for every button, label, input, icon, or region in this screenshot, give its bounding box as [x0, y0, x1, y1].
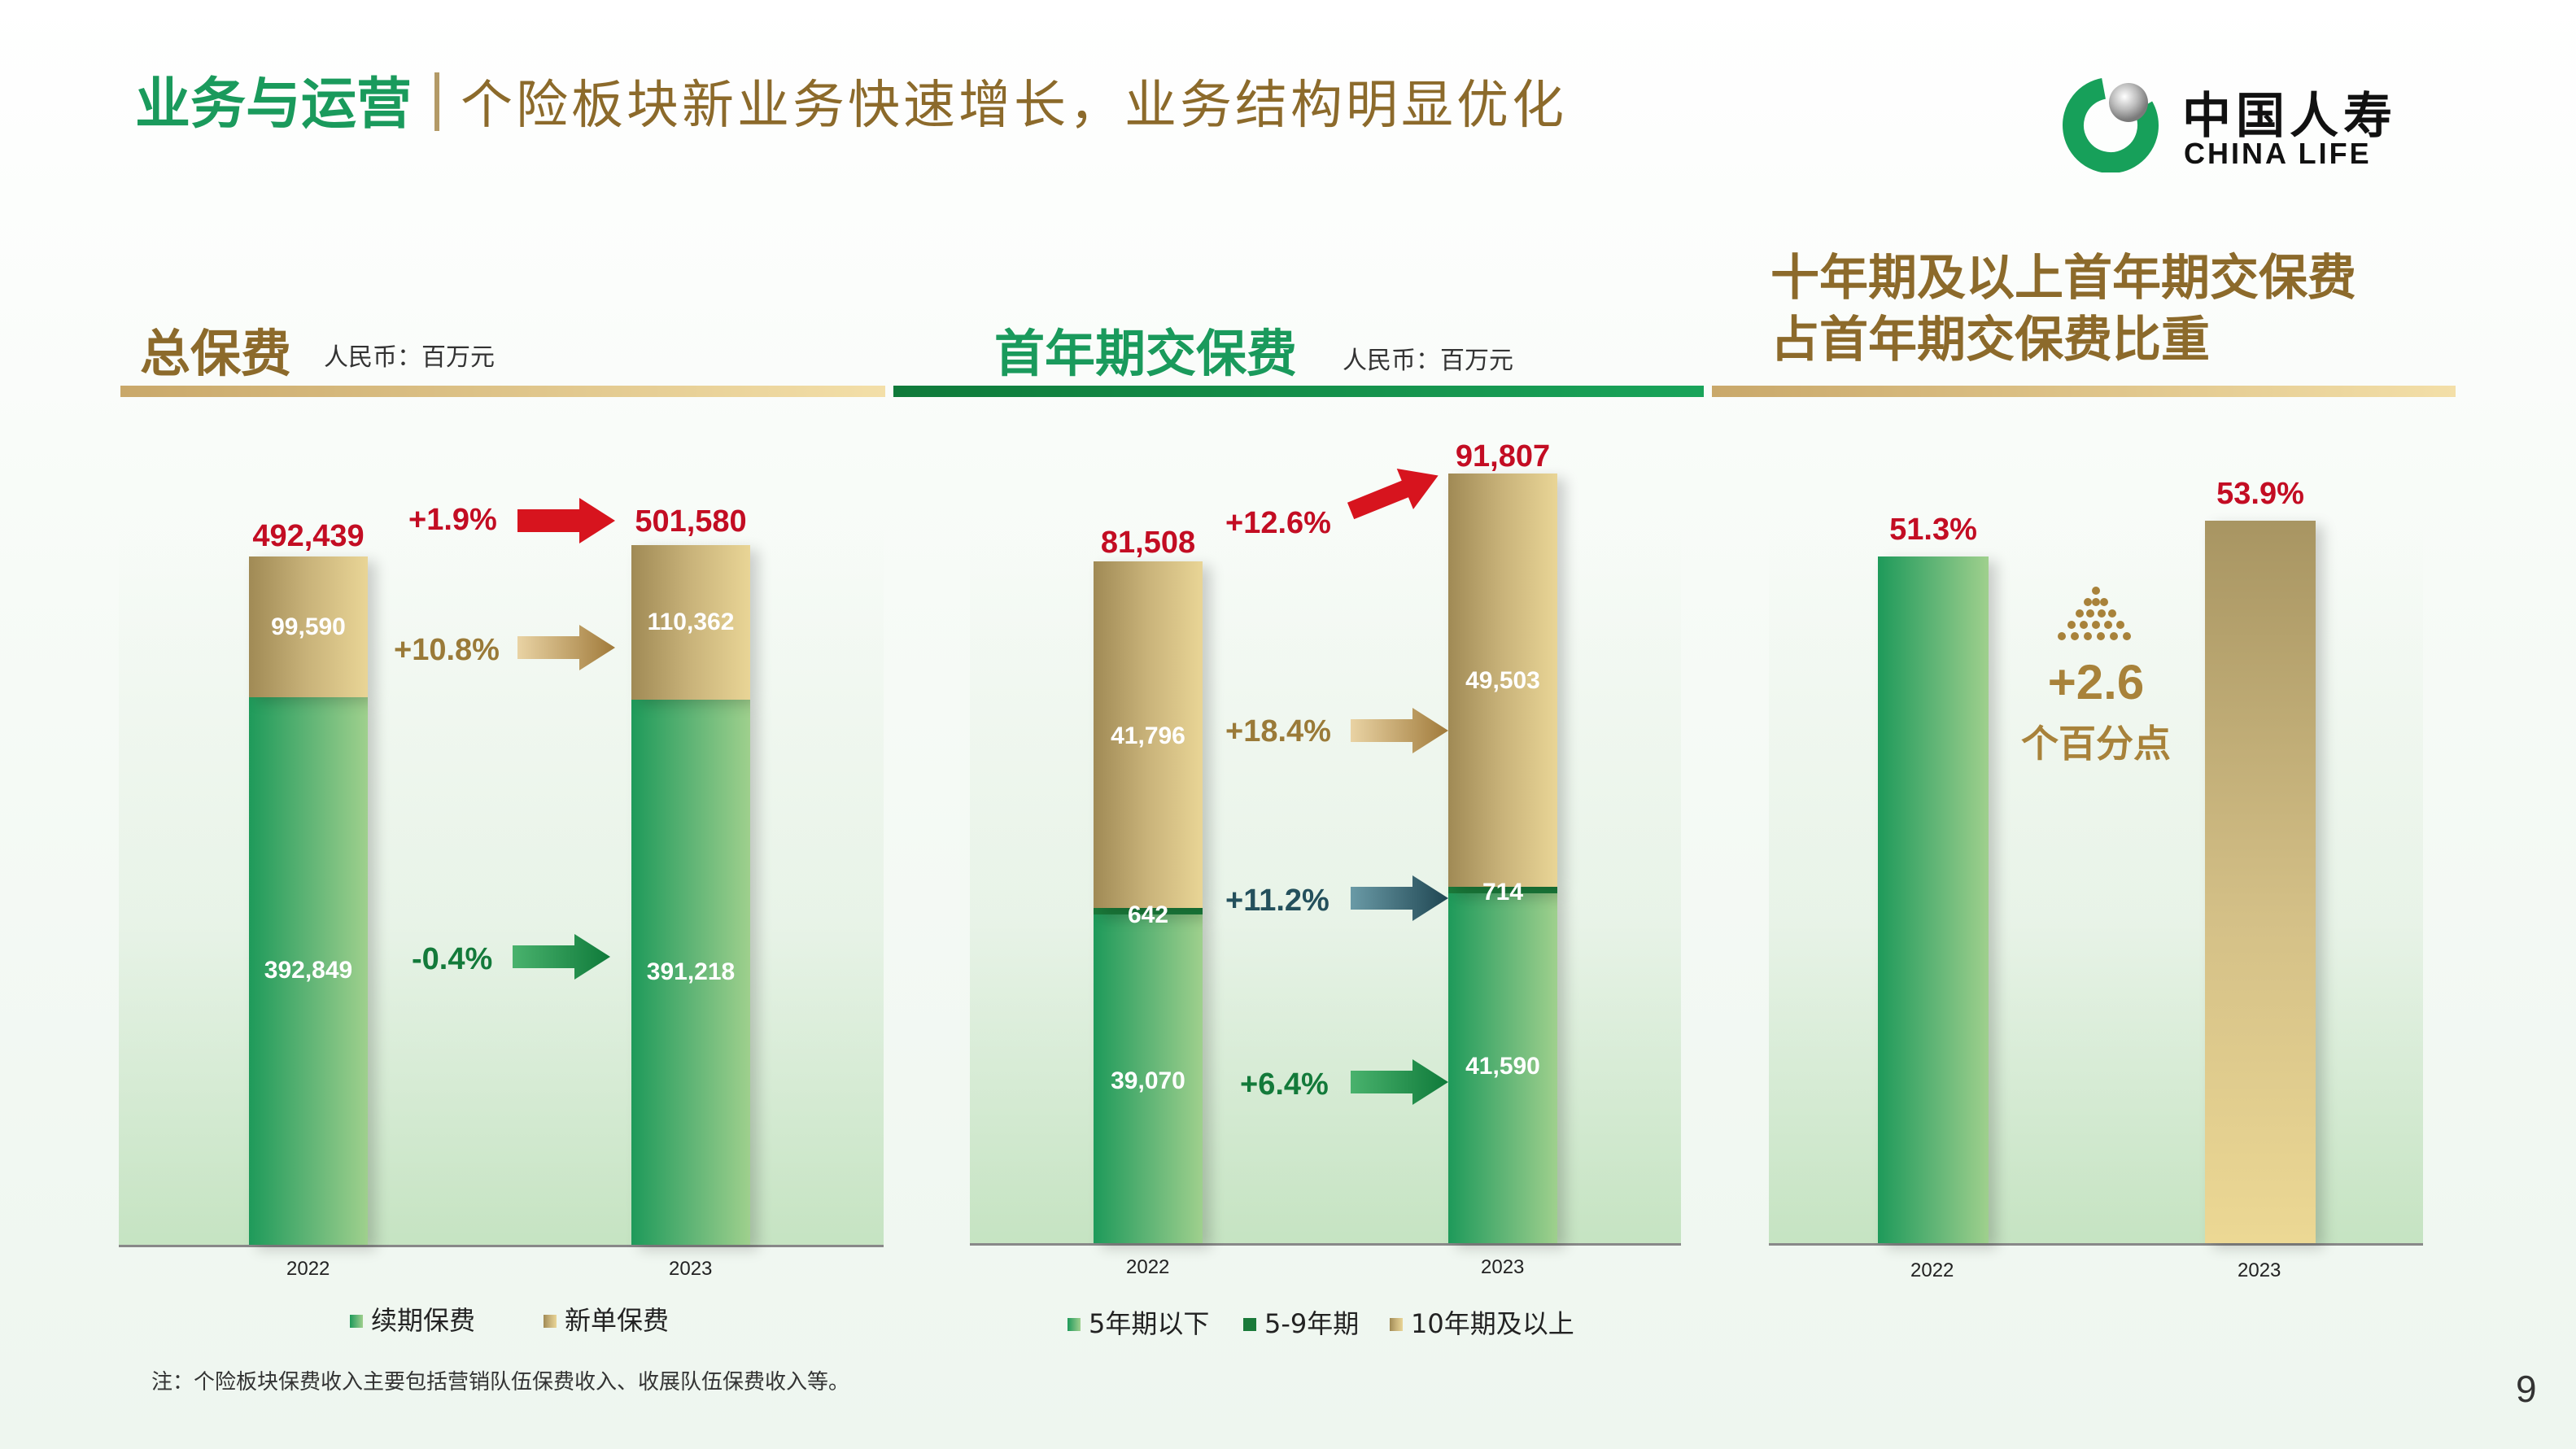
label-2023-under-5yr: 41,590: [1465, 1053, 1540, 1080]
x-tick-2023: 2023: [2238, 1259, 2281, 1281]
bar-2022-under-5yr: [1094, 914, 1203, 1243]
first-year-regular-rule: [893, 386, 1704, 397]
change-renewal: -0.4%: [412, 942, 493, 976]
bar-2022-5-9yr: [1094, 908, 1203, 914]
share-2023: 53.9%: [2216, 477, 2304, 511]
label-2022-10yr-plus: 41,796: [1111, 722, 1185, 749]
dot-pyramid-icon: [2058, 587, 2131, 640]
bar-2022-renewal: [249, 697, 368, 1245]
arrow-right-icon: [1351, 708, 1448, 753]
total-2022: 81,508: [1100, 526, 1196, 560]
bar-2023-renewal: [631, 700, 750, 1245]
legend-swatch: [1068, 1318, 1081, 1331]
bar-2022-new-business: [249, 556, 368, 697]
total-2022: 492,439: [252, 519, 365, 553]
x-tick-2022: 2022: [1910, 1259, 1954, 1281]
total-premium-x-axis: [119, 1245, 884, 1247]
label-2023-10yr-plus: 49,503: [1465, 667, 1540, 694]
legend-5-9yr: 5-9年期: [1243, 1303, 1359, 1341]
label-2023-new-business: 110,362: [647, 609, 735, 635]
bar-2023-new-business: [631, 545, 750, 700]
china-life-logo: 中国人寿 CHINA LIFE: [2062, 72, 2420, 177]
x-tick-2022: 2022: [1126, 1256, 1170, 1278]
legend-renewal: 续期保费: [350, 1300, 475, 1338]
first-year-regular-title: 首年期交保费: [994, 324, 1298, 383]
page-title: 个险板块新业务快速增长，业务结构明显优化: [461, 76, 1568, 136]
change-new-business: +10.8%: [394, 633, 500, 667]
label-2022-under-5yr: 39,070: [1111, 1067, 1185, 1094]
bar-2023-5-9yr: [1448, 887, 1557, 893]
page-number: 9: [2516, 1368, 2537, 1410]
ten-year-share-rule: [1712, 386, 2456, 397]
logo-cn-text: 中国人寿: [2182, 88, 2397, 145]
arrow-up-right-icon: [1347, 468, 1439, 520]
footnote: 注：个险板块保费收入主要包括营销队伍保费收入、收展队伍保费收入等。: [151, 1370, 850, 1394]
x-tick-2023: 2023: [1481, 1256, 1525, 1278]
total-2023: 91,807: [1455, 439, 1551, 474]
legend-new-business: 新单保费: [544, 1300, 669, 1338]
legend-10yr-plus: 10年期及以上: [1390, 1303, 1574, 1341]
first-year-regular-unit: 人民币：百万元: [1343, 347, 1513, 375]
bar-2022-share: [1878, 556, 1989, 1243]
legend-swatch: [1243, 1318, 1256, 1331]
change-total: +12.6%: [1225, 506, 1331, 540]
legend-label: 10年期及以上: [1411, 1308, 1574, 1339]
x-tick-2023: 2023: [669, 1258, 713, 1280]
total-premium-plot-area: [119, 529, 884, 1245]
arrow-right-icon: [1351, 1059, 1448, 1105]
legend-under-5yr: 5年期以下: [1068, 1303, 1209, 1341]
logo-en-text: CHINA LIFE: [2184, 137, 2372, 170]
change-total: +1.9%: [408, 503, 497, 537]
legend-label: 新单保费: [565, 1305, 670, 1336]
first-year-regular-plot-area: [970, 529, 1681, 1243]
label-2022-new-business: 99,590: [271, 613, 346, 640]
ten-year-share-title-line1: 十年期及以上首年期交保费: [1770, 250, 2356, 307]
label-2023-renewal: 391,218: [646, 958, 736, 985]
legend-label: 5年期以下: [1089, 1308, 1210, 1339]
label-2022-renewal: 392,849: [264, 957, 353, 984]
arrow-right-icon: [517, 498, 615, 543]
total-premium-unit: 人民币：百万元: [324, 343, 495, 372]
total-premium-title: 总保费: [140, 324, 292, 383]
legend-swatch: [1390, 1318, 1403, 1331]
bar-2023-share: [2205, 521, 2316, 1243]
first-year-regular-x-axis: [970, 1243, 1681, 1246]
legend-swatch: [544, 1315, 557, 1328]
label-2023-5-9yr: 714: [1482, 879, 1524, 906]
total-premium-rule: [120, 386, 885, 397]
bar-2023-under-5yr: [1448, 893, 1557, 1243]
change-under-5yr: +6.4%: [1240, 1067, 1329, 1102]
legend-label: 5-9年期: [1264, 1308, 1360, 1339]
section-category: 业务与运营: [135, 72, 413, 137]
total-2023: 501,580: [635, 504, 747, 539]
arrow-right-icon: [1351, 875, 1448, 921]
share-change-unit: 个百分点: [2021, 722, 2171, 766]
label-2022-5-9yr: 642: [1127, 901, 1169, 928]
legend-swatch: [350, 1315, 363, 1328]
ten-year-share-title: 十年期及以上首年期交保费 占首年期交保费比重: [1770, 247, 2356, 371]
page-header: 业务与运营 个险板块新业务快速增长，业务结构明显优化: [135, 59, 1567, 139]
change-10yr-plus: +18.4%: [1225, 714, 1331, 749]
change-5-9yr: +11.2%: [1225, 884, 1329, 918]
bar-2023-10yr-plus: [1448, 474, 1557, 887]
share-2022: 51.3%: [1889, 513, 1977, 547]
arrow-right-icon: [517, 625, 615, 670]
ten-year-share-title-line2: 占首年期交保费比重: [1770, 312, 2210, 369]
china-life-logo-icon: [2063, 77, 2159, 172]
title-separator: [434, 72, 440, 131]
arrow-right-icon: [513, 934, 610, 980]
legend-label: 续期保费: [371, 1305, 476, 1336]
ten-year-share-x-axis: [1769, 1243, 2423, 1246]
x-tick-2022: 2022: [286, 1258, 330, 1280]
bar-2022-10yr-plus: [1094, 561, 1203, 908]
share-change-value: +2.6: [2047, 655, 2145, 709]
